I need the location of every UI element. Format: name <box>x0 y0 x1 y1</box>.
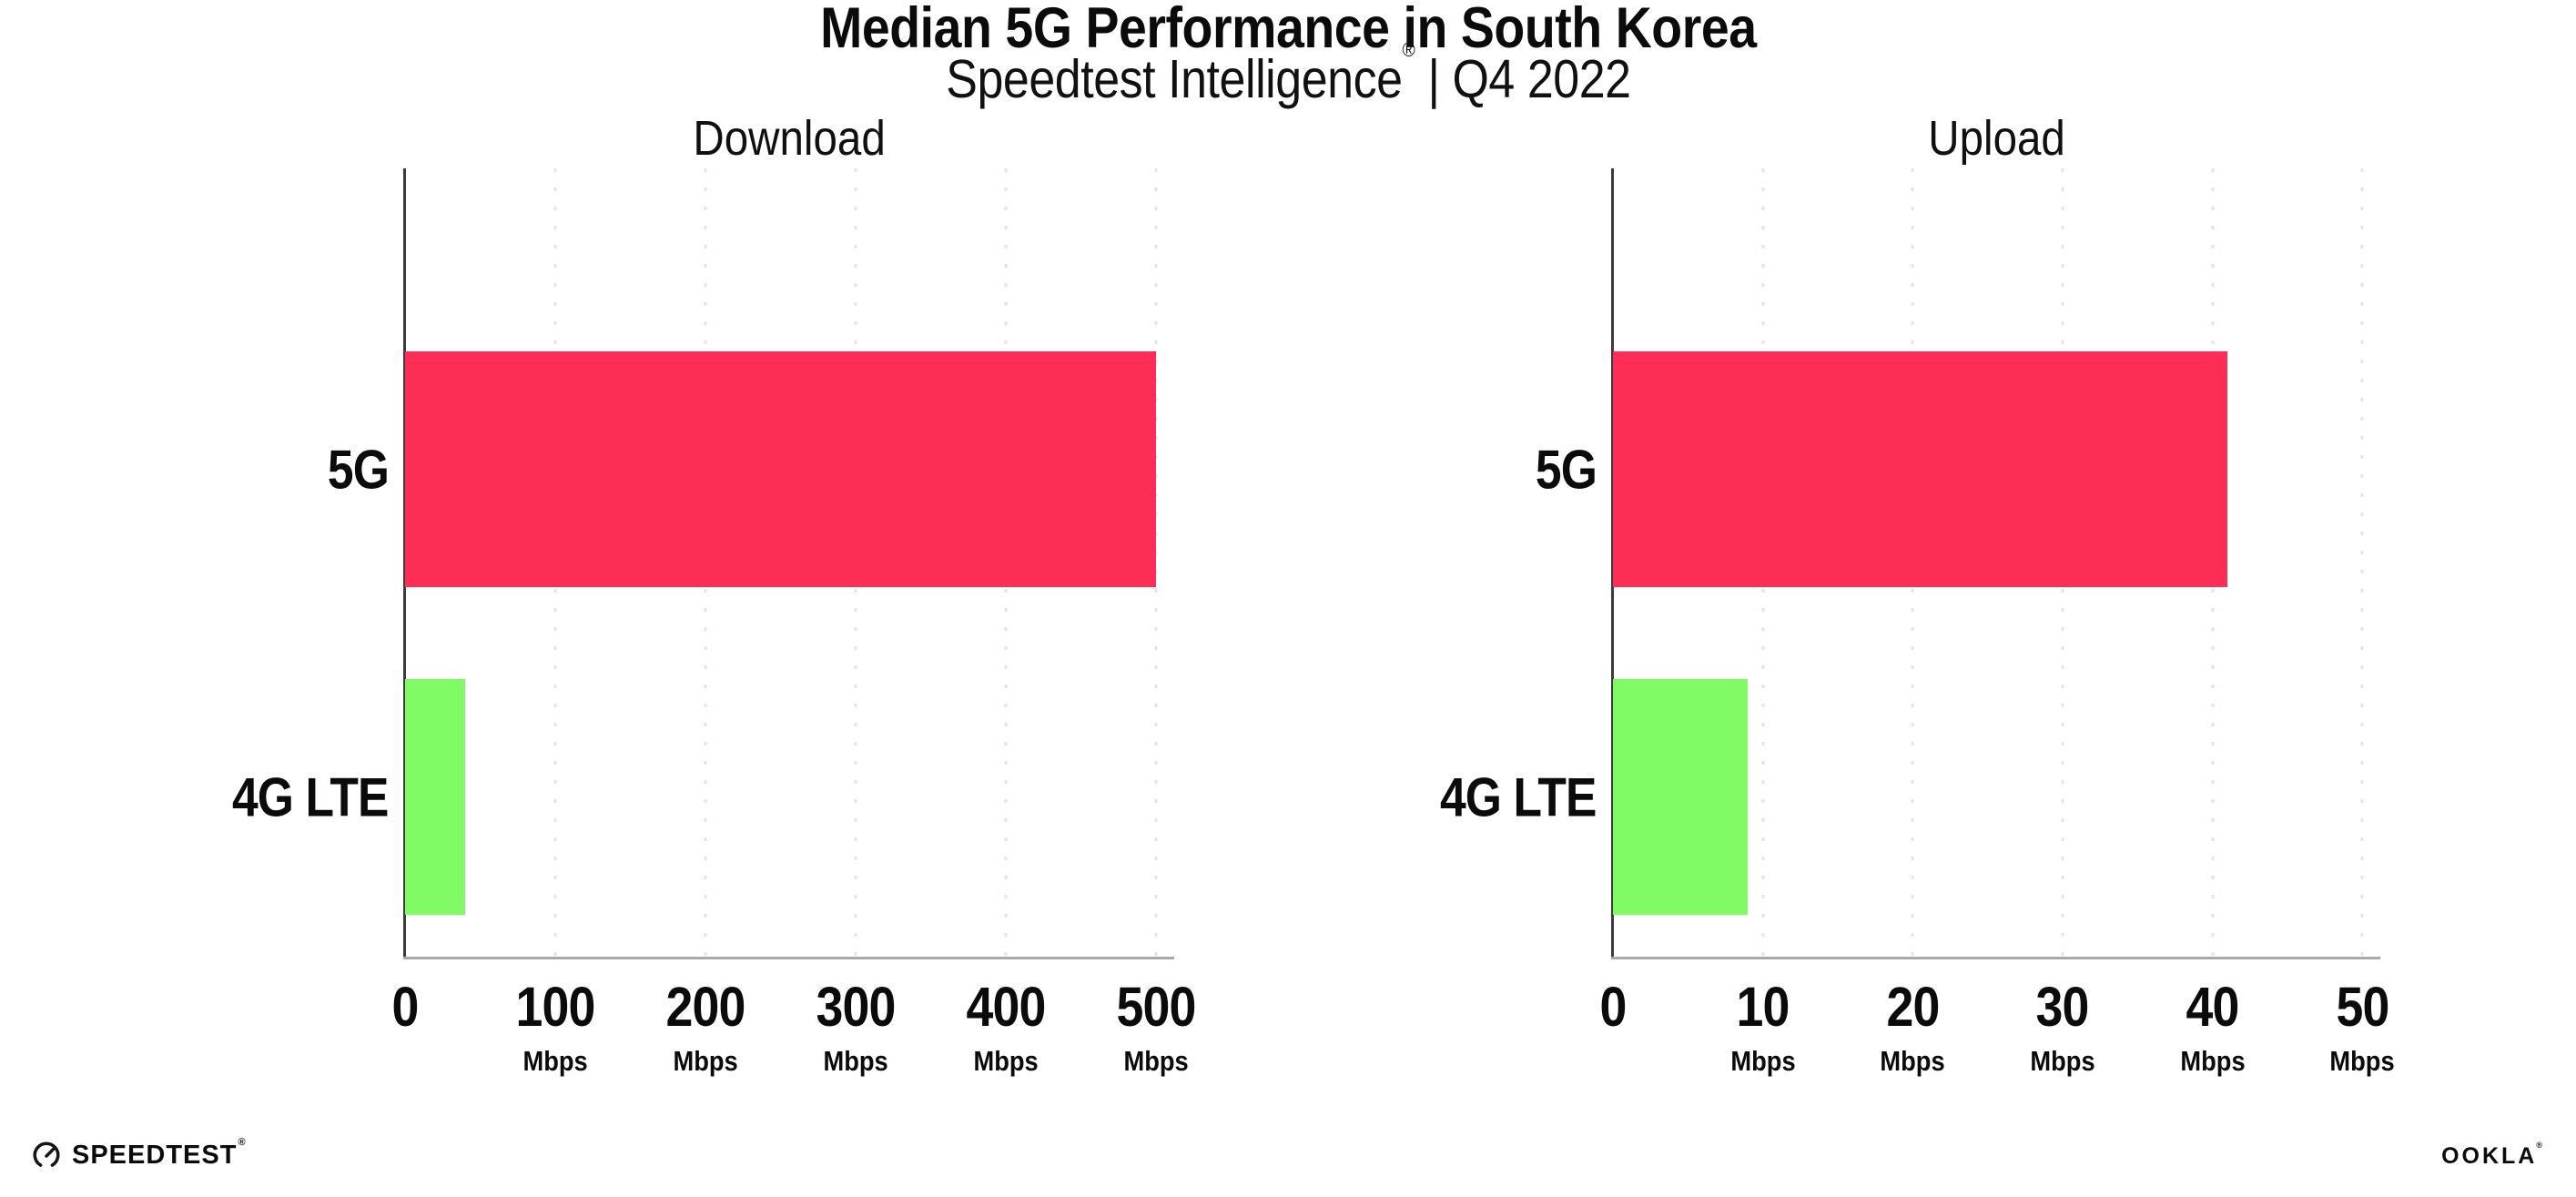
x-tick-100: 100 Mbps <box>511 976 601 1077</box>
ookla-registered-mark: ® <box>2536 1140 2545 1150</box>
x-tick-value: 0 <box>1599 976 1628 1038</box>
gridline-200 <box>704 168 707 958</box>
x-axis-line <box>403 957 1174 959</box>
gridline-20 <box>1911 168 1914 958</box>
ookla-logo: OOKLA® <box>2441 1141 2546 1169</box>
x-tick-unit: Mbps <box>823 1045 888 1077</box>
ookla-wordmark: OOKLA <box>2441 1143 2538 1169</box>
plot-area: 5G 4G LTE <box>232 168 1174 959</box>
bar-5g <box>1613 351 2228 588</box>
gridline-10 <box>1761 168 1765 958</box>
x-tick-50: 50 Mbps <box>2326 976 2399 1077</box>
x-tick-unit: Mbps <box>2329 1045 2395 1077</box>
gridline-100 <box>553 168 557 958</box>
chart-title: Download <box>693 111 887 166</box>
x-tick-value: 50 <box>2336 976 2389 1038</box>
x-axis-line <box>1611 957 2380 959</box>
x-tick-unit: Mbps <box>1123 1045 1189 1077</box>
category-label-5g: 5G <box>1526 438 1597 501</box>
x-tick-value: 500 <box>1116 976 1197 1038</box>
subtitle-registered-mark: ® <box>1402 38 1415 62</box>
x-tick-300: 300 Mbps <box>811 976 901 1077</box>
x-tick-500: 500 Mbps <box>1111 976 1202 1077</box>
x-tick-unit: Mbps <box>2179 1045 2246 1077</box>
speedtest-registered-mark: ® <box>238 1136 247 1148</box>
x-tick-400: 400 Mbps <box>961 976 1051 1077</box>
y-axis-line <box>403 168 406 959</box>
x-tick-unit: Mbps <box>1730 1045 1796 1077</box>
gridline-300 <box>854 168 857 958</box>
x-tick-value: 20 <box>1886 976 1940 1038</box>
gridline-30 <box>2061 168 2064 958</box>
category-label-4g-lte: 4G LTE <box>207 766 389 828</box>
x-axis-ticks: 0 10 Mbps 20 Mbps 30 Mbps 40 Mbps 50 Mbps <box>1600 976 2395 1098</box>
category-label-text: 4G LTE <box>232 766 389 828</box>
y-axis-line <box>1611 168 1614 959</box>
x-tick-0: 0 <box>390 979 421 1035</box>
x-tick-10: 10 Mbps <box>1726 976 1800 1077</box>
x-tick-0: 0 <box>1598 979 1628 1035</box>
gridline-40 <box>2211 168 2215 958</box>
subtitle-period: | Q4 2022 <box>1426 49 1631 109</box>
x-tick-value: 0 <box>391 976 420 1038</box>
x-tick-30: 30 Mbps <box>2025 976 2099 1077</box>
x-tick-unit: Mbps <box>673 1045 738 1077</box>
x-tick-value: 40 <box>2186 976 2240 1038</box>
x-tick-value: 400 <box>966 976 1047 1038</box>
category-label-4g-lte: 4G LTE <box>1415 766 1597 828</box>
gridline-400 <box>1004 168 1008 958</box>
x-axis-ticks: 0 100 Mbps 200 Mbps 300 Mbps 400 Mbps 500 Mbps <box>392 976 1197 1098</box>
x-tick-value: 100 <box>515 976 596 1038</box>
gridline-50 <box>2360 168 2364 958</box>
x-tick-unit: Mbps <box>2030 1045 2095 1077</box>
chart-title: Upload <box>1928 111 2065 166</box>
x-tick-unit: Mbps <box>522 1045 588 1077</box>
page-title: Median 5G Performance in South Korea <box>0 0 2576 58</box>
bar-5g <box>405 351 1157 588</box>
category-label-text: 5G <box>327 439 390 501</box>
category-label-5g: 5G <box>318 438 390 501</box>
x-tick-value: 300 <box>816 976 897 1038</box>
speedtest-logo: SPEEDTEST® <box>31 1136 247 1171</box>
bar-4g-lte <box>405 678 466 916</box>
gridline-500 <box>1154 168 1158 958</box>
x-tick-20: 20 Mbps <box>1876 976 1950 1077</box>
plot-area: 5G 4G LTE <box>1440 168 2380 959</box>
bar-4g-lte <box>1613 678 1749 916</box>
x-tick-value: 30 <box>2035 976 2090 1038</box>
speedtest-gauge-icon <box>31 1140 62 1171</box>
page-subtitle: Speedtest Intelligence® | Q4 2022 <box>0 39 2576 109</box>
x-tick-value: 200 <box>665 976 746 1038</box>
x-tick-value: 10 <box>1736 976 1790 1038</box>
x-tick-40: 40 Mbps <box>2175 976 2249 1077</box>
x-tick-unit: Mbps <box>1880 1045 1945 1077</box>
speedtest-wordmark: SPEEDTEST® <box>72 1136 247 1170</box>
subtitle-brand: Speedtest Intelligence <box>945 49 1403 109</box>
x-tick-unit: Mbps <box>973 1045 1039 1077</box>
category-label-text: 5G <box>1535 439 1597 501</box>
page-title-text: Median 5G Performance in South Korea <box>819 0 1757 60</box>
category-label-text: 4G LTE <box>1440 766 1597 828</box>
x-tick-200: 200 Mbps <box>661 976 751 1077</box>
